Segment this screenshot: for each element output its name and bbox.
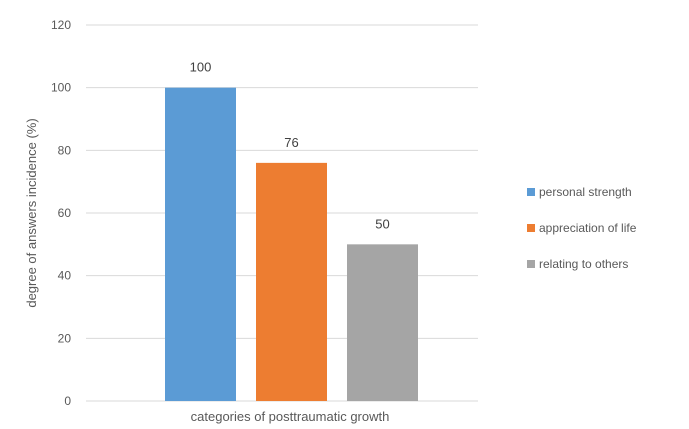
legend: personal strength appreciation of life rel… — [527, 185, 637, 271]
y-tick-label: 80 — [58, 143, 72, 157]
data-label-appreciation-of-life: 76 — [284, 135, 298, 150]
legend-label-personal-strength: personal strength — [539, 185, 632, 199]
bar-relating-to-others — [347, 244, 418, 401]
legend-label-relating-to-others: relating to others — [539, 257, 628, 271]
legend-swatch-personal-strength — [527, 188, 535, 196]
data-labels: 100 76 50 — [190, 60, 390, 232]
bar-personal-strength — [165, 87, 236, 402]
y-tick-label: 120 — [51, 18, 71, 32]
y-tick-label: 100 — [51, 81, 71, 95]
data-label-personal-strength: 100 — [190, 60, 212, 75]
bar-appreciation-of-life — [256, 162, 327, 401]
y-axis-ticks: 0 20 40 60 80 100 120 — [51, 18, 71, 408]
y-tick-label: 40 — [58, 269, 72, 283]
legend-label-appreciation-of-life: appreciation of life — [539, 221, 637, 235]
x-axis-title: categories of posttraumatic growth — [191, 409, 390, 424]
legend-swatch-appreciation-of-life — [527, 224, 535, 232]
y-axis-title: degree of answers incidence (%) — [24, 118, 39, 307]
data-label-relating-to-others: 50 — [375, 216, 389, 231]
y-tick-label: 20 — [58, 331, 72, 345]
bars — [165, 87, 418, 402]
legend-swatch-relating-to-others — [527, 260, 535, 268]
y-tick-label: 0 — [64, 394, 71, 408]
y-tick-label: 60 — [58, 206, 72, 220]
